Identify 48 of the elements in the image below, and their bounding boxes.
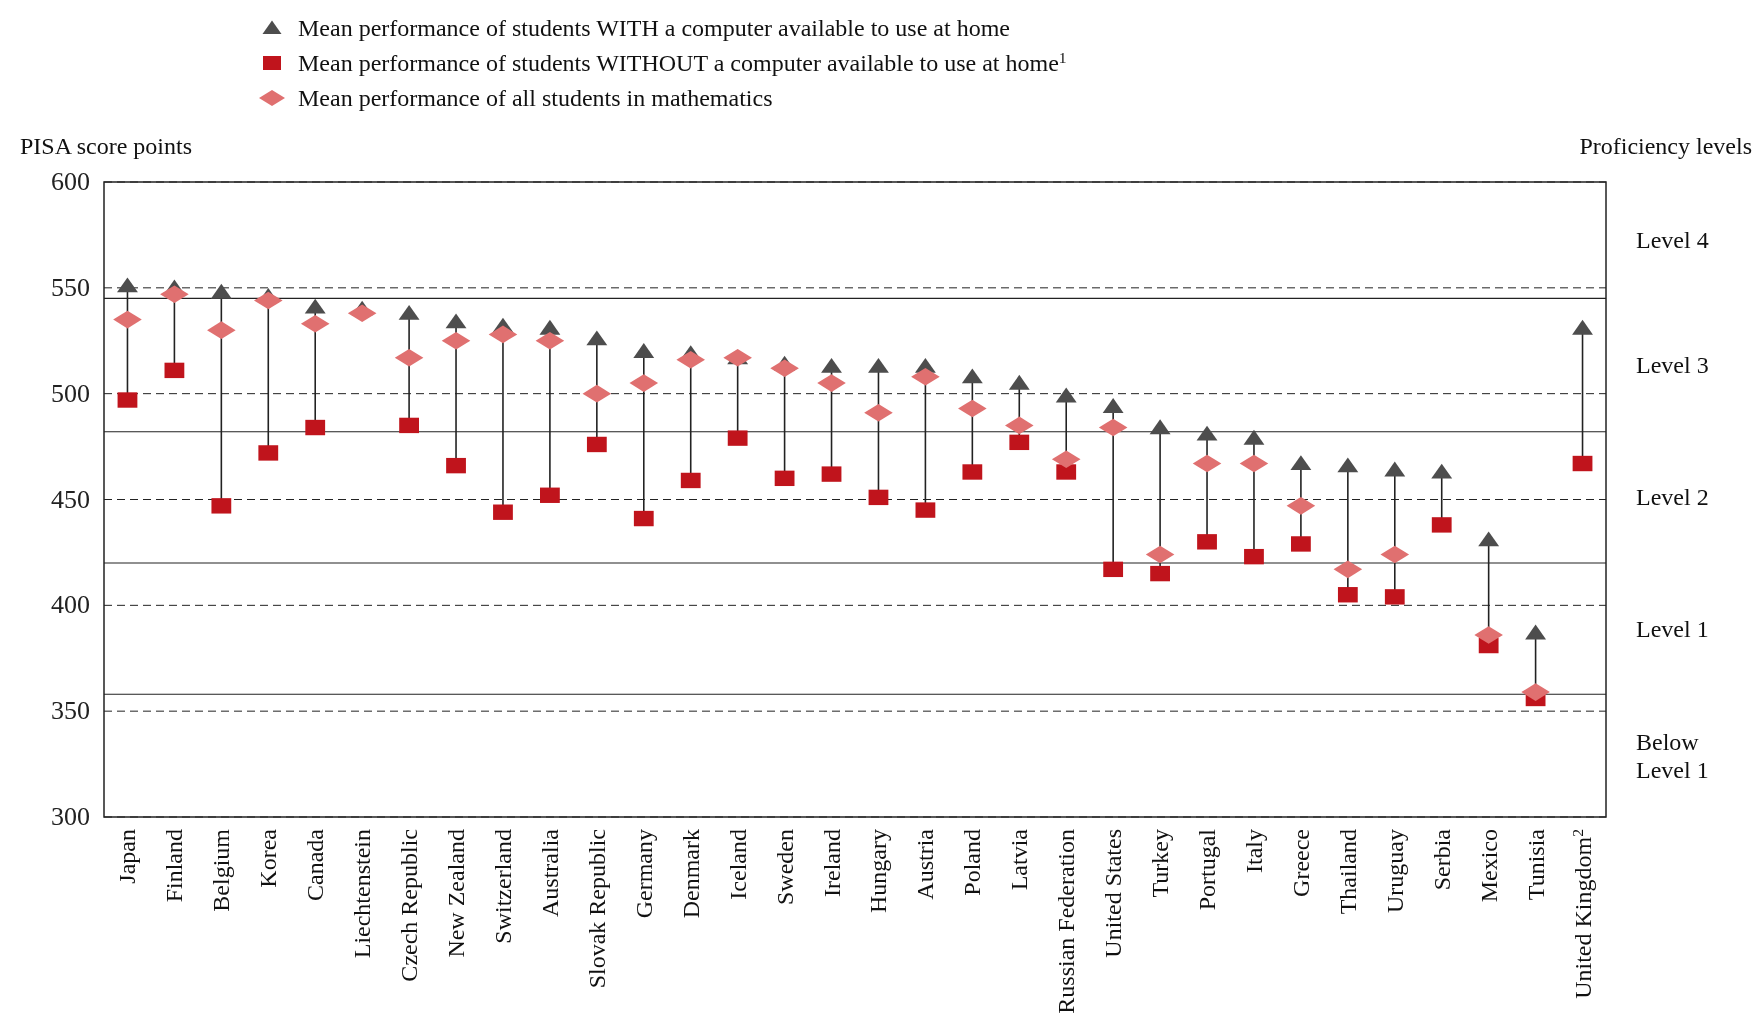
x-tick-label: Sweden [771,829,798,905]
x-tick-label: Poland [959,829,986,896]
x-tick-label: Denmark [677,829,704,919]
text: Below Level 1 [1636,728,1709,783]
x-tick-label: Slovak Republic [583,829,610,989]
text: Level 1 [1636,615,1709,642]
x-tick-label: Japan [114,829,141,884]
text: Level 3 [1636,352,1709,379]
x-tick-label: Tunisia [1522,828,1549,901]
x-tick-label: Italy [1240,829,1267,873]
y-tick-label: 300 [51,802,90,831]
x-tick-label: Russian Federation [1053,829,1080,1014]
y-tick-label: 600 [51,167,90,196]
x-tick-label: Uruguay [1381,829,1408,913]
y-tick-label: 550 [51,272,90,302]
x-tick-label: Serbia [1428,828,1455,891]
legend-label: Mean performance of all students in mathematics [298,85,773,111]
legend-label: Mean performance of students WITH a computer available to use at home [298,15,1010,41]
x-tick-label: United States [1100,829,1127,958]
x-tick-label: Czech Republic [396,829,423,982]
x-tick-label: Iceland [724,829,751,900]
y-axis-title: PISA score points [20,133,193,159]
x-tick-label: Belgium [208,828,235,912]
x-tick-label: New Zealand [443,829,470,958]
x-tick-label: Austria [912,828,939,900]
x-tick-label: Switzerland [489,829,516,944]
x-tick-label: Greece [1287,829,1314,897]
x-tick-label: Liechtenstein [349,829,376,959]
x-tick-label: Canada [302,828,329,901]
text: Level 4 [1636,227,1709,254]
x-tick-label: Thailand [1334,829,1361,915]
x-tick-label: Ireland [818,829,845,897]
text: Level 2 [1636,484,1709,511]
legend-label: Mean performance of students WITHOUT a computer available to use at home$^{1}$ [298,48,1067,76]
y-tick-label: 500 [51,378,90,408]
y2-axis-title: Proficiency levels [1579,133,1752,159]
x-tick-label: Latvia [1006,828,1033,891]
y-tick-label: 450 [51,484,90,514]
y-tick-label: 350 [51,696,90,726]
x-tick-label: Mexico [1475,829,1502,903]
x-tick-label: Turkey [1147,829,1174,898]
x-tick-label: Germany [630,829,657,919]
y-tick-label: 400 [51,590,90,620]
x-tick-label: Finland [161,829,188,903]
x-tick-label: Portugal [1194,828,1221,911]
x-tick-label: Hungary [865,829,892,913]
x-tick-label: Australia [536,828,563,917]
x-tick-label: Korea [255,828,282,888]
